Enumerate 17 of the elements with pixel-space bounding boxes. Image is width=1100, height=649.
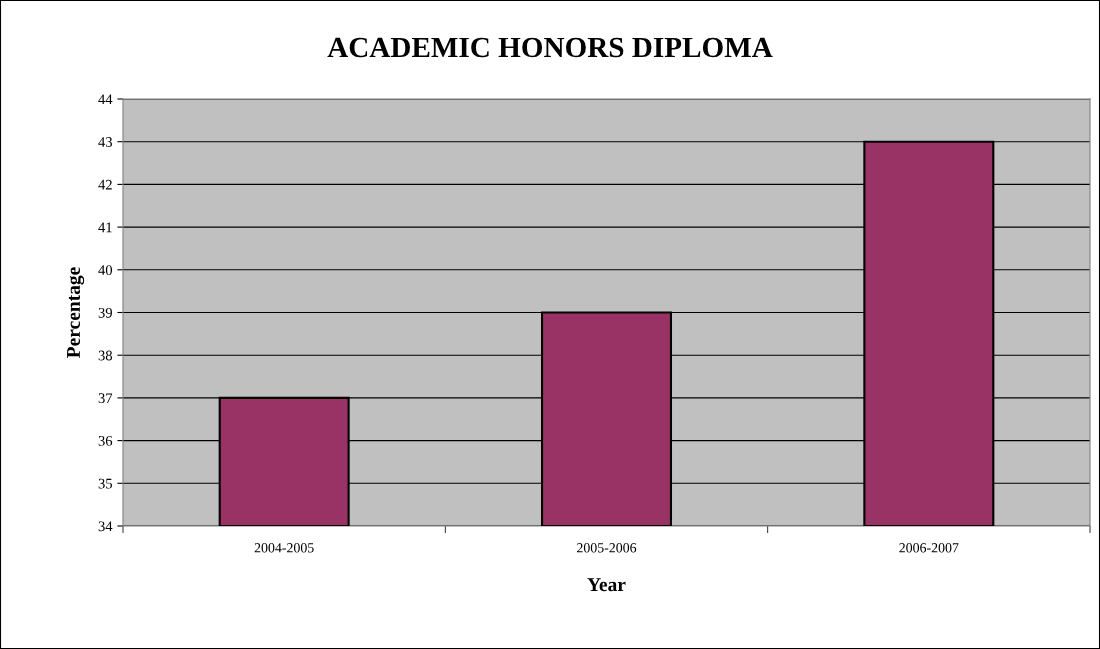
y-tick-label: 38 <box>98 350 113 361</box>
chart-title: ACADEMIC HONORS DIPLOMA <box>327 37 773 58</box>
x-axis-title: Year <box>587 578 626 592</box>
y-tick-label: 44 <box>98 94 113 105</box>
y-tick-label: 37 <box>98 393 113 404</box>
y-tick-label: 40 <box>98 265 113 275</box>
y-tick-label: 41 <box>98 222 112 233</box>
x-tick-label: 2005-2006 <box>577 543 637 553</box>
y-tick-label: 36 <box>98 436 113 446</box>
x-tick-label: 2004-2005 <box>254 543 314 553</box>
y-tick-label: 39 <box>98 307 112 318</box>
y-tick-label: 43 <box>98 137 113 147</box>
y-tick-label: 35 <box>98 478 113 489</box>
y-tick-label: 42 <box>98 179 112 190</box>
x-tick-label: 2006-2007 <box>899 543 959 553</box>
y-axis-title: Percentage <box>67 267 85 358</box>
y-tick-label: 34 <box>98 521 113 532</box>
